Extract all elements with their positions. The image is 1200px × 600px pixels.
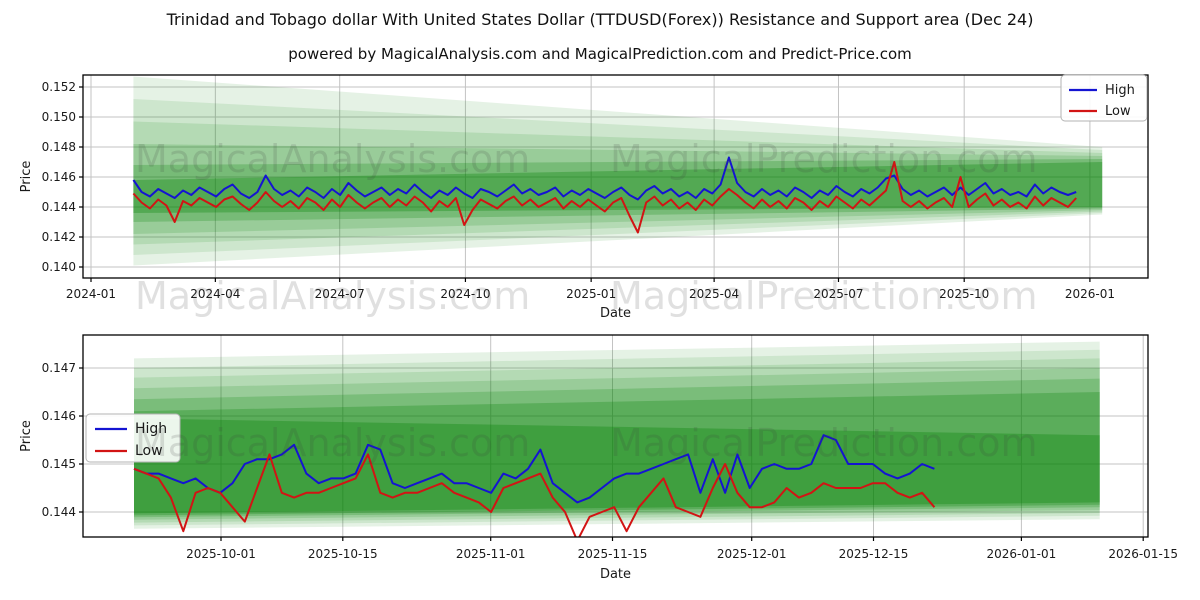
chart-subtitle: powered by MagicalAnalysis.com and Magic… bbox=[288, 45, 912, 63]
y-axis-label: Price bbox=[19, 161, 34, 193]
y-tick-label: 0.150 bbox=[42, 110, 76, 124]
y-tick-label: 0.146 bbox=[42, 170, 76, 184]
top-chart: 2024-01 2024-04 2024-07 2024-10 2025-01 2025-… bbox=[19, 74, 1149, 321]
gridlines bbox=[83, 335, 1148, 537]
x-tick-label: 2026-01-01 bbox=[987, 547, 1057, 561]
axis-ticks: 2025-10-01 2025-10-15 2025-11-01 2025-11-15… bbox=[42, 361, 1178, 561]
x-tick-label: 2025-12-15 bbox=[839, 547, 909, 561]
y-tick-label: 0.146 bbox=[42, 409, 76, 423]
low-line bbox=[132, 161, 1077, 234]
band-layer bbox=[133, 76, 1103, 266]
legend-high-label: High bbox=[135, 421, 167, 437]
band-layer bbox=[134, 368, 1100, 520]
x-tick-label: 2025-10-15 bbox=[308, 547, 378, 561]
high-line bbox=[132, 156, 1077, 201]
x-axis-label: Date bbox=[600, 567, 631, 582]
y-tick-label: 0.144 bbox=[42, 200, 76, 214]
x-tick-label: 2025-10 bbox=[939, 287, 989, 301]
x-tick-label: 2025-11-01 bbox=[456, 547, 526, 561]
legend-low-label: Low bbox=[1105, 104, 1131, 119]
y-axis-label: Price bbox=[19, 420, 34, 452]
low-line bbox=[133, 453, 936, 537]
y-tick-label: 0.142 bbox=[42, 230, 76, 244]
band-layer bbox=[134, 392, 1100, 516]
band-layer bbox=[134, 341, 1100, 529]
band-layer bbox=[134, 378, 1100, 518]
support-resistance-bands bbox=[133, 76, 1103, 266]
band-layer bbox=[133, 121, 1103, 245]
band-layer bbox=[134, 418, 1100, 514]
y-tick-label: 0.144 bbox=[42, 505, 76, 519]
plot-border bbox=[82, 334, 1149, 538]
band-layer bbox=[134, 358, 1100, 523]
gridlines bbox=[83, 75, 1148, 278]
x-tick-label: 2024-10 bbox=[440, 287, 490, 301]
x-tick-label: 2025-10-01 bbox=[186, 547, 256, 561]
x-tick-label: 2024-01 bbox=[66, 287, 116, 301]
legend: High Low bbox=[1060, 74, 1148, 122]
x-tick-label: 2024-04 bbox=[190, 287, 240, 301]
y-tick-label: 0.145 bbox=[42, 457, 76, 471]
y-tick-label: 0.140 bbox=[42, 260, 76, 274]
x-tick-label: 2025-12-01 bbox=[717, 547, 787, 561]
legend-high-label: High bbox=[1105, 83, 1135, 98]
band-layer bbox=[133, 99, 1103, 255]
x-tick-label: 2025-07 bbox=[813, 287, 863, 301]
band-layer bbox=[134, 349, 1100, 526]
x-tick-label: 2025-01 bbox=[566, 287, 616, 301]
y-tick-label: 0.147 bbox=[42, 361, 76, 375]
chart-title: Trinidad and Tobago dollar With United S… bbox=[166, 10, 1034, 29]
axis-ticks: 2024-01 2024-04 2024-07 2024-10 2025-01 2025-… bbox=[42, 80, 1115, 301]
legend: High Low bbox=[85, 413, 181, 463]
x-tick-label: 2025-11-15 bbox=[578, 547, 648, 561]
x-tick-label: 2026-01 bbox=[1065, 287, 1115, 301]
x-axis-label: Date bbox=[600, 306, 631, 321]
x-tick-label: 2024-07 bbox=[315, 287, 365, 301]
support-resistance-bands bbox=[134, 341, 1100, 529]
y-tick-label: 0.148 bbox=[42, 140, 76, 154]
x-tick-label: 2026-01-15 bbox=[1108, 547, 1178, 561]
bottom-chart: 2025-10-01 2025-10-15 2025-11-01 2025-11-15… bbox=[19, 334, 1178, 582]
x-tick-label: 2025-04 bbox=[689, 287, 739, 301]
y-tick-label: 0.152 bbox=[42, 80, 76, 94]
legend-low-label: Low bbox=[135, 443, 163, 459]
